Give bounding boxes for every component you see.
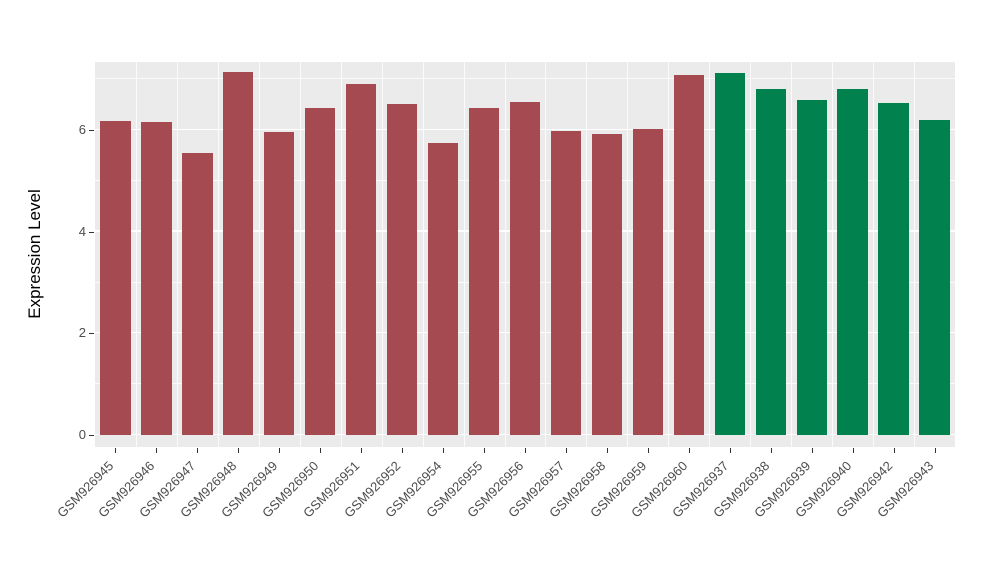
x-tick-mark [238,448,240,453]
vertical-gridline [668,62,670,447]
x-tick-mark [402,448,404,453]
x-tick-mark [647,448,649,453]
bar [837,89,868,435]
y-tick-label: 2 [78,325,86,341]
vertical-gridline [176,62,178,447]
bar [591,133,623,435]
y-tick-label: 4 [78,223,86,239]
x-tick-mark [606,448,608,453]
vertical-gridline [750,62,752,447]
x-tick-mark [525,448,526,453]
vertical-gridline [422,62,424,447]
bar [468,108,500,435]
y-axis-title: Expression Level [25,189,44,319]
bar [386,103,418,435]
vertical-gridline [914,62,916,447]
x-tick-mark [197,448,199,453]
y-tick-mark [89,130,94,132]
vertical-gridline [545,62,547,447]
x-tick-mark [443,448,445,453]
bar [182,152,213,435]
vertical-gridline [463,62,465,447]
x-tick-mark [484,448,486,453]
bar [509,101,541,435]
x-tick-mark [729,448,731,453]
bar [141,122,172,435]
vertical-gridline [832,62,834,447]
vertical-gridline [627,62,629,447]
bar [223,71,254,435]
x-tick-mark [320,448,322,453]
bar [550,131,582,435]
bar [755,89,786,435]
y-tick-label: 0 [78,427,86,442]
bar [427,142,459,435]
bar [919,119,950,435]
y-tick-mark [89,333,94,335]
vertical-gridline [791,62,793,447]
x-tick-mark [156,448,158,453]
x-tick-mark [688,448,690,453]
bar [100,121,131,435]
y-tick-label: 6 [78,122,86,138]
vertical-gridline [217,62,219,447]
vertical-gridline [504,62,506,447]
minor-gridline [95,78,955,80]
x-tick-mark [893,448,895,453]
x-tick-mark [115,448,117,453]
x-tick-mark [565,448,567,453]
x-tick-mark [770,448,772,453]
vertical-gridline [381,62,383,447]
y-tick-mark [89,231,94,233]
x-tick-mark [361,448,363,453]
vertical-gridline [340,62,342,447]
bar [305,108,336,435]
x-tick-mark [811,448,813,453]
vertical-gridline [258,62,260,447]
bar [346,84,377,435]
vertical-gridline [135,62,137,447]
x-tick-mark [852,448,854,453]
y-tick-mark [89,435,94,436]
plot-panel [95,62,955,447]
bar [714,73,745,435]
x-tick-mark [279,448,281,453]
vertical-gridline [299,62,301,447]
bar [796,99,827,435]
bar [632,129,663,435]
bar [264,132,295,435]
vertical-gridline [873,62,875,447]
bar [673,75,704,435]
x-tick-mark [934,448,936,453]
vertical-gridline [709,62,711,447]
vertical-gridline [586,62,588,447]
bar [878,103,909,435]
